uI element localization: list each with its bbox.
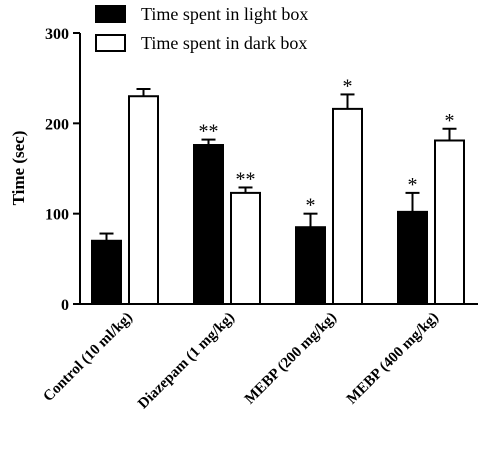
bar <box>91 239 122 305</box>
x-category-label: Diazepam (1 mg/kg) <box>135 310 238 413</box>
bar <box>295 226 326 305</box>
significance-label: * <box>343 75 353 97</box>
significance-label: ** <box>236 168 256 190</box>
bar <box>397 210 428 305</box>
significance-label: ** <box>199 121 219 143</box>
y-axis-label: Time (sec) <box>9 131 28 206</box>
bars: ******** <box>91 75 465 305</box>
x-category-labels: Control (10 ml/kg) Diazepam (1 mg/kg) MEBP… <box>40 310 441 413</box>
y-tick-label: 300 <box>45 26 69 43</box>
bar <box>332 107 363 305</box>
x-category-label: Control (10 ml/kg) <box>40 310 135 405</box>
y-ticks: 0 100 200 300 <box>45 26 80 314</box>
x-category-label: MEBP (400 mg/kg) <box>344 310 442 408</box>
significance-label: * <box>445 110 455 132</box>
significance-label: * <box>306 195 316 217</box>
y-tick-label: 0 <box>61 297 69 314</box>
legend-swatch <box>95 5 126 23</box>
y-tick-label: 200 <box>45 116 69 133</box>
y-tick-label: 100 <box>45 207 69 224</box>
significance-label: * <box>408 174 418 196</box>
bar <box>230 191 261 305</box>
bar <box>434 139 465 305</box>
y-axis: 0 100 200 300 <box>45 26 81 314</box>
legend: Time spent in light box Time spent in dar… <box>95 4 308 53</box>
x-category-label: MEBP (200 mg/kg) <box>242 310 340 408</box>
legend-label: Time spent in dark box <box>141 33 307 53</box>
bar <box>193 144 224 305</box>
legend-label: Time spent in light box <box>141 4 308 24</box>
legend-swatch <box>95 34 126 52</box>
bar <box>128 95 159 305</box>
